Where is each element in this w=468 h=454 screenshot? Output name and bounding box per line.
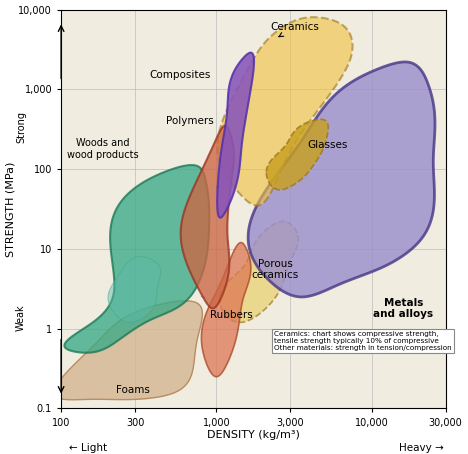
- Text: Metals
and alloys: Metals and alloys: [373, 297, 433, 319]
- Text: Foams: Foams: [116, 385, 150, 395]
- Text: Heavy →: Heavy →: [399, 444, 444, 454]
- Text: Composites: Composites: [149, 70, 210, 80]
- Polygon shape: [181, 126, 234, 308]
- Polygon shape: [217, 53, 254, 217]
- Text: Ceramics: Ceramics: [271, 22, 319, 37]
- Polygon shape: [201, 242, 251, 377]
- Polygon shape: [65, 165, 209, 353]
- Text: Polymers: Polymers: [167, 116, 214, 126]
- Text: Glasses: Glasses: [307, 140, 348, 150]
- Text: Ceramics: chart shows compressive strength,
tensile strength typically 10% of co: Ceramics: chart shows compressive streng…: [275, 331, 452, 350]
- Text: Strong: Strong: [16, 111, 26, 143]
- Text: Porous
ceramics: Porous ceramics: [252, 259, 299, 281]
- Text: Rubbers: Rubbers: [210, 310, 253, 320]
- Text: Weak: Weak: [16, 305, 26, 331]
- Polygon shape: [108, 257, 161, 322]
- Polygon shape: [266, 119, 328, 190]
- Y-axis label: STRENGTH (MPa): STRENGTH (MPa): [6, 161, 15, 257]
- Polygon shape: [217, 17, 352, 206]
- Polygon shape: [219, 222, 298, 322]
- Polygon shape: [248, 62, 435, 297]
- Text: Woods and
wood products: Woods and wood products: [67, 138, 139, 159]
- Text: ← Light: ← Light: [69, 444, 107, 454]
- Polygon shape: [54, 301, 202, 400]
- X-axis label: DENSITY (kg/m³): DENSITY (kg/m³): [207, 430, 300, 440]
